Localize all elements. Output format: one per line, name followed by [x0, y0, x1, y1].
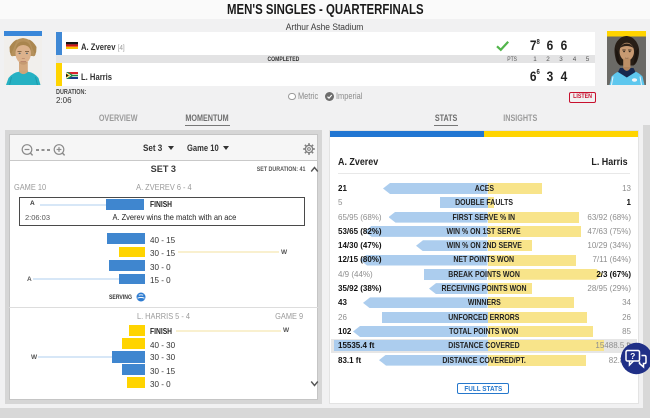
svg-text:?: ? [630, 351, 635, 361]
